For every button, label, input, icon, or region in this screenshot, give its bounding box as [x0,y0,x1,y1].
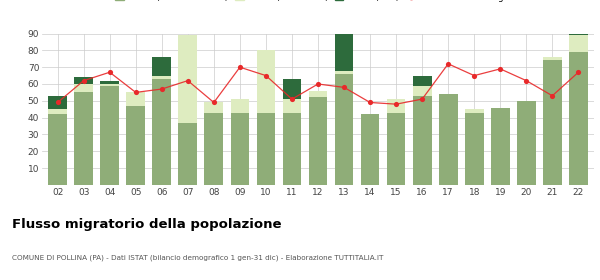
Point [548,94,557,98]
Point [105,70,115,74]
Bar [335,74,353,185]
Point [418,97,427,101]
Bar [308,91,328,97]
Bar [283,79,301,99]
Bar [257,113,275,185]
Bar [127,92,145,106]
Bar [465,113,484,185]
Bar [74,84,93,92]
Bar [569,52,588,185]
Bar [335,34,353,71]
Bar [569,34,588,35]
Point [313,82,323,86]
Bar [491,108,509,185]
Point [469,73,479,78]
Point [183,78,193,83]
Bar [178,123,197,185]
Bar [543,57,562,60]
Point [235,65,245,69]
Bar [283,99,301,113]
Point [496,67,505,71]
Point [53,100,62,105]
Point [443,62,453,66]
Bar [152,79,171,185]
Bar [74,92,93,185]
Point [79,78,88,83]
Bar [308,97,328,185]
Bar [283,113,301,185]
Bar [439,94,458,185]
Bar [230,99,249,113]
Bar [127,106,145,185]
Point [391,102,401,106]
Bar [517,101,536,185]
Bar [413,76,431,86]
Bar [152,57,171,76]
Bar [48,96,67,109]
Bar [178,35,197,123]
Point [521,78,531,83]
Bar [100,81,119,84]
Bar [48,114,67,185]
Bar [387,113,406,185]
Bar [335,71,353,74]
Bar [152,76,171,79]
Bar [361,114,379,185]
Bar [569,35,588,52]
Bar [413,96,431,185]
Bar [100,84,119,86]
Bar [465,109,484,113]
Point [574,70,583,74]
Bar [543,60,562,185]
Bar [48,109,67,114]
Text: COMUNE DI POLLINA (PA) - Dati ISTAT (bilancio demografico 1 gen-31 dic) - Elabor: COMUNE DI POLLINA (PA) - Dati ISTAT (bil… [12,255,383,261]
Point [261,73,271,78]
Bar [230,113,249,185]
Point [365,100,375,105]
Bar [205,102,223,113]
Point [157,87,167,91]
Point [339,85,349,90]
Bar [257,50,275,113]
Bar [387,99,406,113]
Bar [74,77,93,84]
Bar [413,86,431,96]
Legend: Iscritti (da altri comuni), Iscritti (dall'estero), Iscritti (altri), Cancellati: Iscritti (da altri comuni), Iscritti (da… [115,0,521,2]
Point [209,100,218,105]
Point [287,97,297,101]
Point [131,90,140,95]
Bar [205,113,223,185]
Text: Flusso migratorio della popolazione: Flusso migratorio della popolazione [12,218,281,231]
Bar [100,86,119,185]
